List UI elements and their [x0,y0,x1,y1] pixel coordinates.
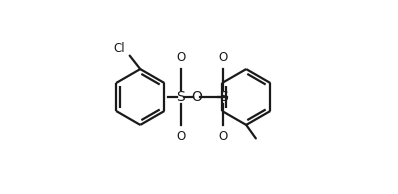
Text: O: O [219,51,228,64]
Text: S: S [176,90,185,104]
Text: Cl: Cl [113,42,125,55]
Text: O: O [176,130,185,143]
Text: S: S [219,90,227,104]
Text: O: O [219,130,228,143]
Text: O: O [191,90,202,104]
Text: O: O [176,51,185,64]
